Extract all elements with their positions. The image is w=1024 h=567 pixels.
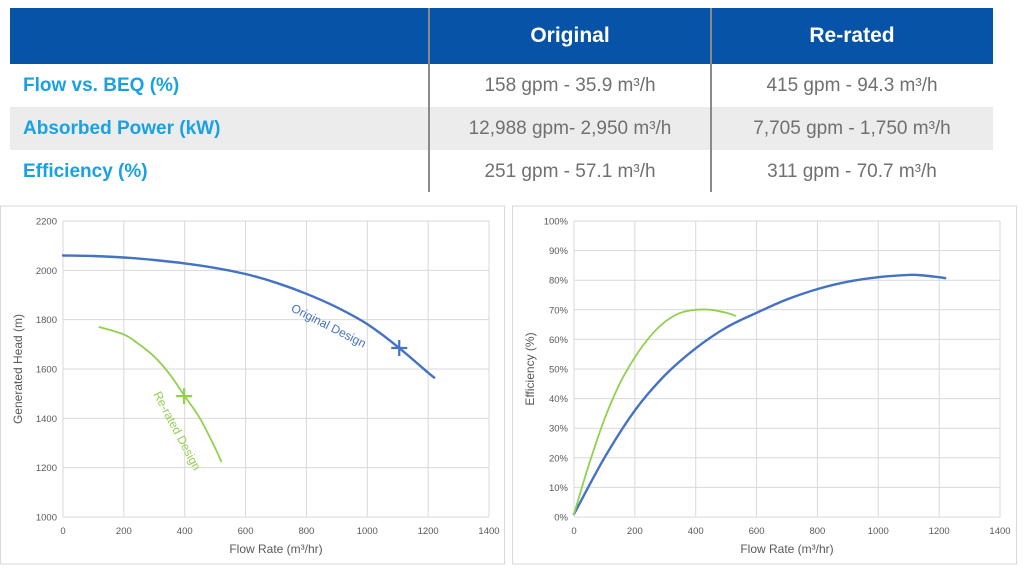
y-tick-label: 50% <box>549 365 569 376</box>
efficiency-vs-flow-chart: 0 200 400 600 800 1000 1200 1400 0% 10% 20% 30% 40% 5… <box>512 205 1017 565</box>
row-rerated-value: 7,705 gpm - 1,750 m³/h <box>753 117 951 139</box>
comparison-table: Original Re-rated Flow vs. BEQ (%) 158 g… <box>10 8 993 193</box>
x-tick-label: 0 <box>571 526 576 537</box>
x-tick-label: 1000 <box>357 526 378 537</box>
y-tick-label: 70% <box>549 305 569 316</box>
y-tick-label: 30% <box>549 424 569 435</box>
x-tick-label: 1200 <box>418 526 439 537</box>
row-label: Absorbed Power (kW) <box>23 117 221 139</box>
x-tick-label: 0 <box>60 526 65 537</box>
row-original-value: 12,988 gpm- 2,950 m³/h <box>468 117 672 139</box>
y-tick-label: 1400 <box>36 414 57 425</box>
y-tick-label: 2000 <box>36 266 57 277</box>
y-tick-label: 80% <box>549 276 569 287</box>
y-tick-label: 0% <box>554 513 568 524</box>
y-tick-label: 2200 <box>36 217 57 228</box>
y-axis-title: Efficiency (%) <box>523 332 537 405</box>
y-tick-label: 1600 <box>36 365 57 376</box>
chart-frame <box>0 205 505 565</box>
x-axis-title: Flow Rate (m³/hr) <box>229 542 322 556</box>
x-tick-label: 600 <box>238 526 254 537</box>
table-header-row: Original Re-rated <box>10 8 993 64</box>
y-axis-title: Generated Head (m) <box>11 314 25 424</box>
table-row: Efficiency (%) 251 gpm - 57.1 m³/h 311 g… <box>10 150 993 193</box>
row-label: Efficiency (%) <box>23 160 148 182</box>
table-row: Absorbed Power (kW) 12,988 gpm- 2,950 m³… <box>10 107 993 150</box>
y-tick-label: 90% <box>549 246 569 257</box>
row-rerated-value: 311 gpm - 70.7 m³/h <box>767 160 937 182</box>
operating-point-marker <box>391 340 408 357</box>
chart-frame <box>512 205 1017 565</box>
y-tick-label: 1200 <box>36 463 57 474</box>
x-axis-title: Flow Rate (m³/hr) <box>740 542 833 556</box>
y-tick-label: 60% <box>549 335 569 346</box>
y-tick-label: 10% <box>549 483 569 494</box>
x-tick-label: 1200 <box>929 526 950 537</box>
x-tick-label: 200 <box>627 526 643 537</box>
x-tick-label: 800 <box>809 526 825 537</box>
y-tick-label: 40% <box>549 394 569 405</box>
x-tick-label: 200 <box>116 526 132 537</box>
x-tick-label: 400 <box>688 526 704 537</box>
series-line <box>573 308 737 515</box>
series-line <box>98 326 223 463</box>
column-divider <box>428 8 430 192</box>
y-tick-label: 100% <box>544 217 569 228</box>
row-original-value: 158 gpm - 35.9 m³/h <box>484 74 656 96</box>
series-line <box>61 254 436 379</box>
operating-point-marker <box>176 388 193 405</box>
x-tick-label: 800 <box>298 526 314 537</box>
x-tick-label: 1000 <box>868 526 889 537</box>
y-tick-label: 1800 <box>36 315 57 326</box>
row-original-value: 251 gpm - 57.1 m³/h <box>484 160 656 182</box>
x-tick-label: 1400 <box>478 526 499 537</box>
x-tick-label: 400 <box>177 526 193 537</box>
table-row: Flow vs. BEQ (%) 158 gpm - 35.9 m³/h 415… <box>10 64 993 107</box>
y-tick-label: 1000 <box>36 513 57 524</box>
x-tick-label: 600 <box>749 526 765 537</box>
y-tick-label: 20% <box>549 453 569 464</box>
row-rerated-value: 415 gpm - 94.3 m³/h <box>766 74 938 96</box>
series-line <box>572 273 947 516</box>
header-rerated: Re-rated <box>809 24 895 47</box>
x-tick-label: 1400 <box>989 526 1010 537</box>
head-vs-flow-chart: 0 200 400 600 800 1000 1200 1400 1000 1200 1400 160… <box>0 205 505 565</box>
header-original: Original <box>530 24 610 47</box>
row-label: Flow vs. BEQ (%) <box>23 74 180 96</box>
column-divider <box>710 8 712 192</box>
